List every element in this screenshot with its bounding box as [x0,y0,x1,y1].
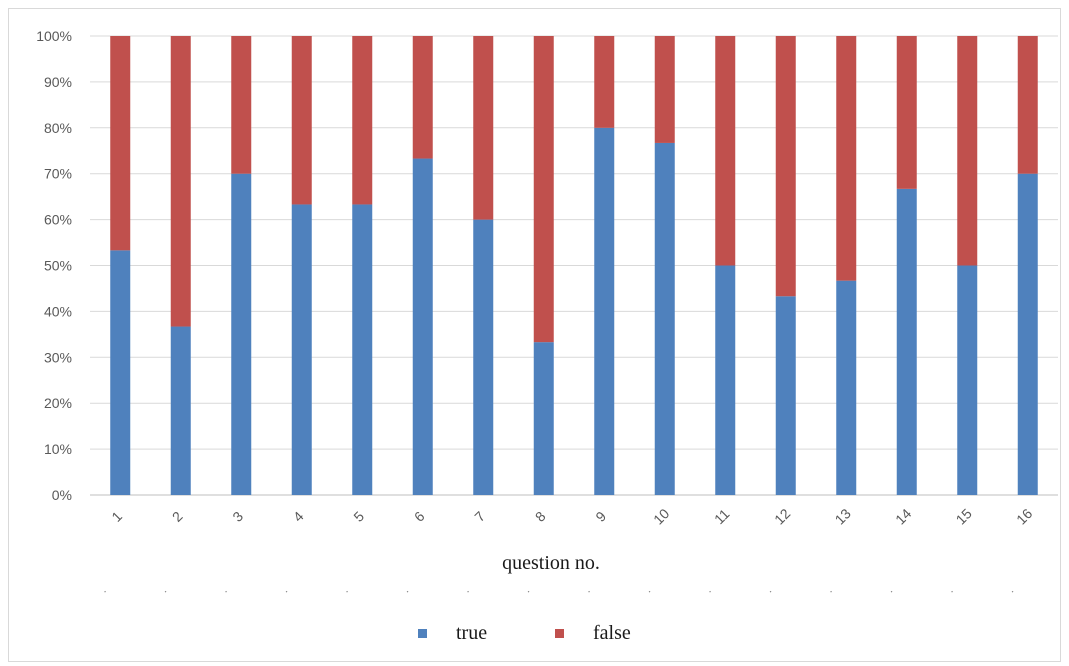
y-tick-label: 60% [44,212,72,228]
x-tick-label: 16 [1013,505,1035,527]
bar-true-5 [352,204,373,495]
y-tick-label: 40% [44,303,72,319]
bar-true-3 [231,173,252,495]
bar-true-12 [775,296,796,495]
y-tick-label: 80% [44,120,72,136]
bar-true-2 [170,326,191,495]
x-tick-label: 11 [711,506,733,528]
y-tick-label: 90% [44,74,72,90]
bar-false-4 [291,36,312,205]
x-tick-fragment: ˙ [404,587,419,602]
x-tick-fragment: ˙ [827,587,842,602]
bar-true-9 [594,127,615,496]
x-tick-fragment: ˙ [948,587,963,602]
x-tick-fragment: ˙ [888,587,903,602]
x-tick-label: 1 [108,508,125,525]
x-tick-fragment: ˙ [101,587,116,602]
bar-true-4 [291,204,312,495]
bar-false-3 [231,36,252,174]
bar-false-10 [654,36,675,143]
x-axis-label: question no. [502,552,600,574]
x-tick-fragment: ˙ [767,587,782,602]
bar-true-10 [654,142,675,495]
x-tick-label: 14 [892,505,914,527]
y-tick-label: 50% [44,258,72,274]
bar-false-5 [352,36,373,205]
x-tick-label: 2 [169,508,186,525]
legend-label-false: false [593,622,631,644]
legend-label-true: true [456,622,487,644]
bars [110,36,1038,496]
bar-true-11 [715,265,736,495]
bar-false-11 [715,36,736,266]
x-tick-label: 6 [411,508,428,525]
legend-swatch-true [418,629,427,638]
bar-true-16 [1017,173,1038,495]
y-tick-label: 100% [36,28,72,44]
x-tick-fragment: ˙ [585,587,600,602]
y-tick-label: 20% [44,395,72,411]
legend: true false [418,622,631,644]
x-tick-label: 3 [229,508,246,525]
x-tick-fragment: ˙ [706,587,721,602]
x-tick-label: 15 [953,505,975,527]
bar-false-13 [836,36,857,281]
legend-swatch-false [555,629,564,638]
bar-false-7 [473,36,494,220]
bar-false-9 [594,36,615,128]
x-tick-label: 8 [532,508,549,525]
x-tick-fragment: ˙ [646,587,661,602]
x-tick-label: 13 [832,505,854,527]
bar-false-2 [170,36,191,327]
bar-false-1 [110,36,131,251]
x-tick-label: 12 [771,505,793,527]
bar-true-7 [473,219,494,495]
x-axis-ticks: 1 2 3 4 5 6 7 8 9 10 11 12 13 14 15 16 [108,505,1035,527]
x-tick-fragment: ˙ [525,587,540,602]
x-tick-label: 4 [290,508,307,525]
bar-true-15 [957,265,978,495]
x-tick-fragment: ˙ [162,587,177,602]
x-tick-fragment: ˙ [464,587,479,602]
x-axis-ticks-secondary: ˙ ˙ ˙ ˙ ˙ ˙ ˙ ˙ ˙ ˙ ˙ ˙ ˙ ˙ ˙ ˙ [101,587,1023,602]
bar-true-6 [412,158,433,496]
x-tick-fragment: ˙ [343,587,358,602]
bar-true-1 [110,250,131,495]
x-tick-label: 5 [350,508,367,525]
x-tick-fragment: ˙ [222,587,237,602]
bar-false-8 [533,36,554,343]
bar-false-6 [412,36,433,159]
bar-false-14 [896,36,917,189]
x-tick-label: 10 [650,505,672,527]
y-tick-label: 30% [44,349,72,365]
gridlines [90,35,1058,496]
y-tick-label: 0% [52,487,72,503]
y-tick-label: 70% [44,166,72,182]
bar-true-14 [896,188,917,496]
bar-false-15 [957,36,978,266]
bar-false-16 [1017,36,1038,174]
y-axis-ticks: 0% 10% 20% 30% 40% 50% 60% 70% 80% 90% 100% [36,28,72,503]
x-tick-fragment: ˙ [1009,587,1024,602]
bar-false-12 [775,36,796,297]
bar-true-13 [836,280,857,495]
x-tick-label: 7 [471,508,488,525]
y-tick-label: 10% [44,441,72,457]
x-tick-fragment: ˙ [283,587,298,602]
bar-true-8 [533,342,554,495]
x-tick-label: 9 [592,508,609,525]
